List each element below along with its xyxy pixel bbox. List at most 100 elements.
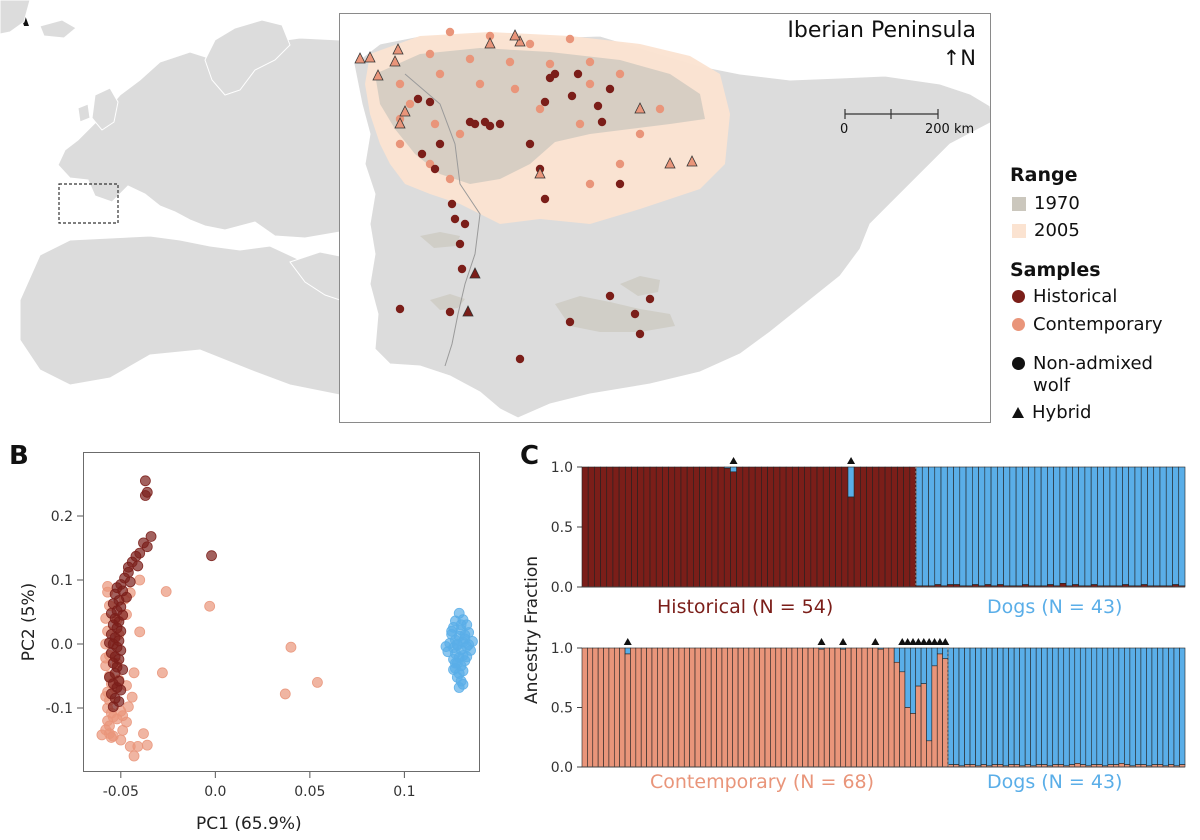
admix-bar-dog-part bbox=[915, 647, 922, 687]
pca-y-tick-label: 0.1 bbox=[51, 573, 73, 589]
admix-bar-dog-part bbox=[847, 466, 855, 498]
admix-bar-wolf-part bbox=[816, 466, 824, 588]
admix-bar-wolf-part bbox=[904, 707, 911, 768]
pca-point-contemporary bbox=[134, 574, 146, 586]
admix-bar-wolf-part bbox=[847, 496, 855, 588]
admix-bar-wolf-part bbox=[910, 713, 917, 768]
group-label-dogs-1: Dogs (N = 43) bbox=[987, 596, 1123, 618]
admix-bar-wolf-part bbox=[775, 647, 782, 768]
admix-bar-wolf-part bbox=[727, 647, 734, 768]
map-sample-wolf bbox=[413, 94, 423, 104]
admix-bar-wolf-part bbox=[689, 647, 696, 768]
pca-point-dogs bbox=[461, 651, 473, 663]
admix-bar-dog-part bbox=[1015, 466, 1023, 587]
admix-bar-dog-part bbox=[1107, 647, 1114, 765]
admix-bar-wolf-part bbox=[834, 647, 841, 768]
admix-bar-wolf-part bbox=[884, 466, 892, 588]
admix-bar-wolf-part bbox=[643, 466, 651, 588]
map-sample-wolf bbox=[430, 164, 440, 174]
admix-bar-wolf-part bbox=[667, 647, 674, 768]
pca-point-historical bbox=[206, 550, 217, 562]
range-1970-south-2 bbox=[620, 276, 660, 296]
legend-swatch-contemporary bbox=[1012, 318, 1025, 331]
range-1970-south-4 bbox=[430, 294, 465, 310]
admix-bar-wolf-part bbox=[753, 647, 760, 768]
admix-bar-wolf-part bbox=[767, 466, 775, 588]
admix-bar-dog-part bbox=[1135, 647, 1142, 765]
pca-point-dogs bbox=[467, 636, 478, 647]
admix-bar-wolf-part bbox=[920, 683, 927, 768]
scale-unit: km bbox=[953, 122, 975, 137]
legend-swatch-circle bbox=[1012, 357, 1025, 370]
legend-label-historical: Historical bbox=[1033, 286, 1118, 307]
admix-bar-dog-part bbox=[1173, 647, 1180, 767]
hybrid-marker bbox=[919, 638, 928, 645]
admix-bar-wolf-part bbox=[710, 647, 717, 768]
admix-bar-wolf-part bbox=[716, 647, 723, 768]
admix-bar-wolf-part bbox=[612, 466, 620, 588]
admix-bar-dog-part bbox=[1035, 647, 1042, 765]
admix-bar-dog-part bbox=[1140, 647, 1147, 765]
admix-bar-wolf-part bbox=[736, 466, 744, 588]
hybrid-marker bbox=[930, 638, 939, 645]
admix-bar-dog-part bbox=[1146, 647, 1153, 767]
admix-bar-wolf-part bbox=[823, 647, 830, 768]
north-arrow: ↑N bbox=[943, 46, 976, 70]
admix-bar-dog-part bbox=[1109, 466, 1117, 587]
pca-point-historical bbox=[104, 637, 115, 649]
map-sample-wolf bbox=[635, 329, 645, 339]
admix-bar-wolf-part bbox=[717, 466, 725, 588]
admix-bar-dog-part bbox=[1096, 647, 1103, 765]
admix-bar-wolf-part bbox=[860, 466, 867, 588]
admix-bar-wolf-part bbox=[631, 466, 638, 588]
map-sample-wolf bbox=[535, 104, 545, 114]
map-sample-wolf bbox=[405, 99, 415, 109]
map-sample-hybrid bbox=[372, 69, 384, 81]
panel-b-label: B bbox=[9, 441, 29, 471]
admix-bar-dog-part bbox=[936, 647, 943, 655]
admix-bar-wolf-part bbox=[810, 466, 818, 588]
map-sample-wolf bbox=[485, 121, 495, 131]
admix-bar-dog-part bbox=[1003, 466, 1011, 587]
admix-bar-dog-part bbox=[975, 647, 982, 767]
admix-bar-wolf-part bbox=[807, 647, 814, 768]
range-1970-south-3 bbox=[420, 232, 460, 248]
map-sample-wolf bbox=[615, 179, 625, 189]
admix-bar-dog-part bbox=[1162, 647, 1169, 767]
admix-bar-dog-part bbox=[1122, 466, 1129, 585]
admix-bar-dog-part bbox=[931, 647, 938, 667]
legend-swatch-triangle bbox=[1012, 407, 1024, 418]
pca-point-contemporary bbox=[96, 729, 108, 741]
admix-bar-dog-part bbox=[964, 647, 971, 765]
map-sample-hybrid bbox=[469, 267, 481, 279]
map-sample-wolf bbox=[455, 239, 465, 249]
scale-end-label: 200 km bbox=[925, 122, 974, 137]
admix-bar-wolf-part bbox=[909, 466, 917, 588]
legend-contemporary: Contemporary bbox=[1012, 314, 1163, 335]
admix-bar-wolf-part bbox=[673, 647, 680, 768]
admix-bar-dog-part bbox=[1022, 466, 1029, 585]
pca-plot: -0.05 0.0 0.05 0.1 0.2 0.1 0.0 -0.1 bbox=[46, 475, 478, 800]
pca-y-axis-title: PC2 (5%) bbox=[19, 582, 39, 662]
map-sample-wolf bbox=[605, 84, 615, 94]
map-sample-hybrid bbox=[509, 29, 521, 41]
legend-range-2005: 2005 bbox=[1012, 220, 1080, 241]
pca-point-contemporary bbox=[141, 739, 153, 751]
admix-bar-wolf-part bbox=[618, 466, 626, 588]
admix-bar-wolf-part bbox=[581, 466, 589, 588]
admix-bar-dog-part bbox=[1179, 647, 1186, 765]
admix-bar-wolf-part bbox=[748, 466, 756, 588]
admix-bar-wolf-part bbox=[773, 466, 781, 588]
admix-bar-dog-part bbox=[1079, 647, 1087, 765]
admix-bar-dog-part bbox=[969, 647, 976, 765]
admix-bar-wolf-part bbox=[764, 647, 771, 768]
map-sample-wolf bbox=[550, 69, 560, 79]
admix-bar-dog-part bbox=[904, 647, 911, 708]
admix-bar-dog-part bbox=[953, 466, 961, 585]
hybrid-marker bbox=[871, 638, 880, 645]
pca-point-dogs bbox=[455, 619, 467, 631]
admix-bar-dog-part bbox=[965, 466, 973, 587]
admix-bar-dog-part bbox=[1084, 466, 1092, 587]
map-sample-wolf bbox=[395, 79, 405, 89]
admix-bar-wolf-part bbox=[721, 647, 728, 768]
